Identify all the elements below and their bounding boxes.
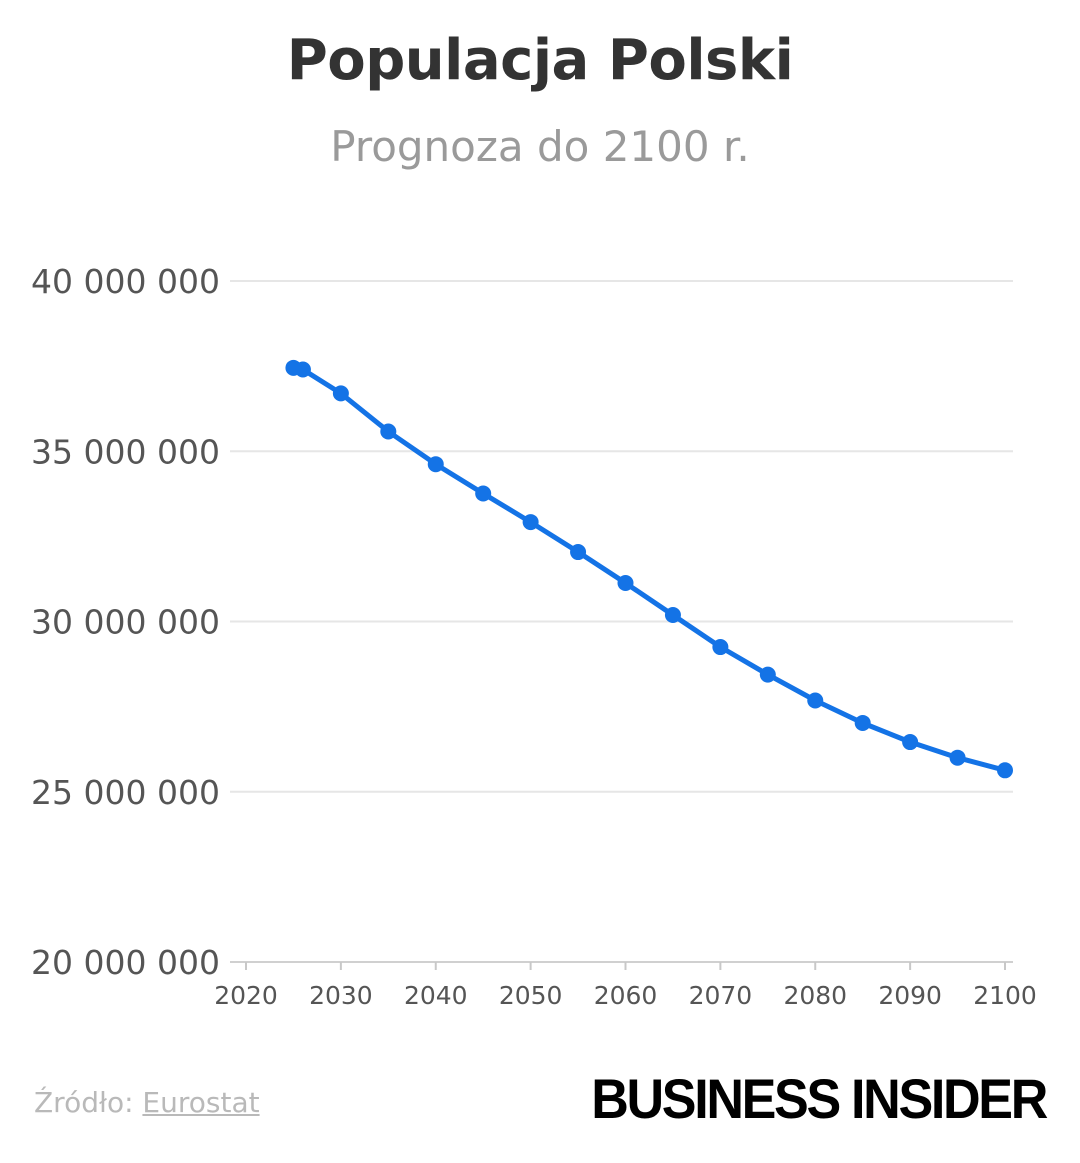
- x-tick-label: 2040: [404, 981, 468, 1010]
- population-series-line: [290, 365, 1008, 773]
- source-link-eurostat[interactable]: Eurostat: [142, 1086, 260, 1119]
- business-insider-logo: BUSINESS INSIDER: [591, 1067, 1048, 1130]
- data-point: [854, 714, 871, 731]
- source-note: Źródło: Eurostat: [34, 1086, 260, 1119]
- data-point: [570, 544, 587, 561]
- y-tick-label: 40 000 000: [31, 262, 220, 301]
- x-tick-label: 2080: [783, 981, 847, 1010]
- data-point: [997, 762, 1013, 779]
- data-point: [902, 734, 919, 751]
- x-tick-label: 2070: [689, 981, 753, 1010]
- data-point: [712, 639, 729, 656]
- chart-title: Populacja Polski: [286, 28, 794, 93]
- x-tick-label: 2020: [214, 981, 278, 1010]
- data-point: [294, 361, 311, 378]
- chart-subtitle: Prognoza do 2100 r.: [330, 122, 750, 171]
- data-point: [427, 456, 444, 473]
- x-tick-label: 2030: [309, 981, 373, 1010]
- x-tick-label: 2050: [499, 981, 563, 1010]
- data-point: [664, 607, 681, 624]
- data-point: [475, 485, 492, 502]
- x-tick-label: 2060: [594, 981, 658, 1010]
- data-point: [332, 385, 349, 402]
- y-tick-label: 35 000 000: [31, 432, 220, 471]
- data-point: [807, 692, 824, 709]
- x-tick-label: 2090: [878, 981, 942, 1010]
- data-point: [522, 514, 539, 531]
- y-tick-label: 30 000 000: [31, 603, 220, 642]
- data-point: [380, 423, 397, 440]
- y-tick-label: 25 000 000: [31, 773, 220, 812]
- source-prefix: Źródło:: [34, 1086, 134, 1119]
- data-point: [759, 666, 776, 683]
- data-point: [949, 749, 966, 766]
- x-tick-label: 2100: [973, 981, 1037, 1010]
- y-tick-label: 20 000 000: [31, 943, 220, 982]
- data-point: [617, 575, 634, 592]
